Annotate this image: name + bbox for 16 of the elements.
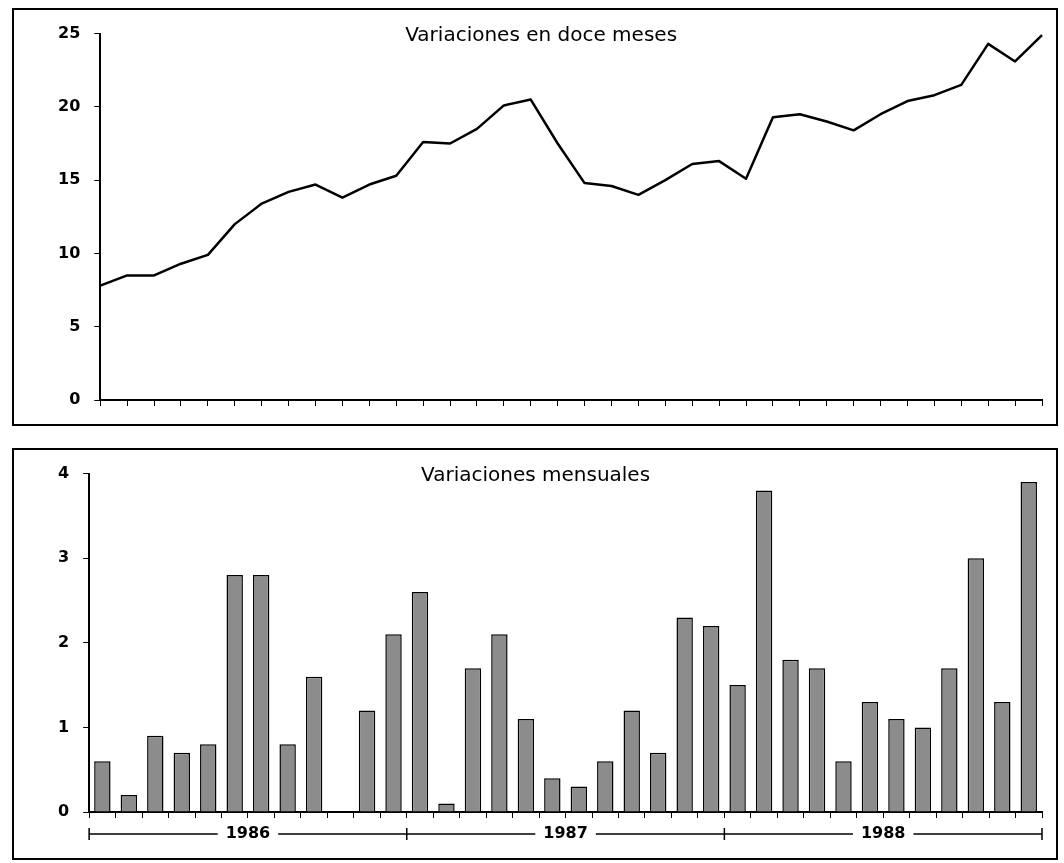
y-tick-label: 0 — [69, 389, 81, 409]
chart-title: Variaciones en doce meses — [405, 21, 678, 46]
chart-title: Variaciones mensuales — [421, 461, 651, 486]
y-tick-label: 1 — [57, 716, 70, 736]
y-tick-label: 5 — [69, 315, 81, 335]
y-tick-label: 20 — [58, 96, 81, 116]
y-tick-label: 25 — [58, 22, 81, 42]
y-tick-label: 10 — [58, 242, 81, 262]
y-tick-label: 0 — [57, 801, 70, 821]
y-tick-label: 3 — [57, 547, 70, 567]
y-tick-label: 2 — [57, 631, 70, 651]
text: 1988 — [860, 823, 906, 843]
y-tick-label: 4 — [57, 462, 70, 482]
text: 1986 — [225, 823, 271, 843]
text: 1987 — [543, 823, 588, 843]
y-tick-label: 15 — [58, 169, 81, 189]
